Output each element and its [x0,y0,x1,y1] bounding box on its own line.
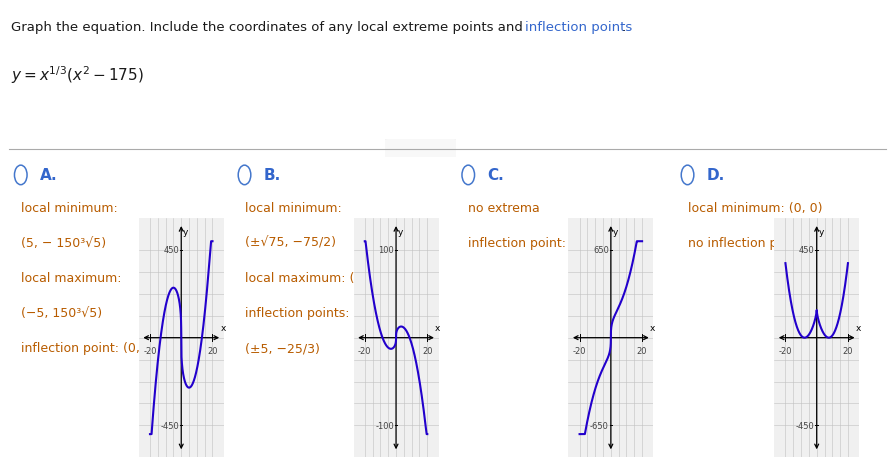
Text: .: . [621,21,626,34]
Text: y: y [818,227,823,236]
Text: local maximum: (0, 0): local maximum: (0, 0) [244,271,383,285]
Text: y: y [612,227,618,236]
Text: local minimum: (0, 0): local minimum: (0, 0) [687,201,821,214]
Text: inflection points:: inflection points: [244,307,349,319]
Text: 20: 20 [207,347,217,356]
Text: -100: -100 [375,421,393,430]
Text: 20: 20 [637,347,646,356]
Text: -450: -450 [160,421,179,430]
Text: -20: -20 [572,347,586,356]
Text: inflection points: inflection points [525,21,632,34]
Text: B.: B. [263,168,280,183]
Text: $y = x^{1/3}(x^2 - 175)$: $y = x^{1/3}(x^2 - 175)$ [11,64,143,86]
Text: -20: -20 [143,347,156,356]
Text: (±√75, −75/2): (±√75, −75/2) [244,237,335,249]
Text: A.: A. [39,168,57,183]
Text: 20: 20 [422,347,432,356]
Text: no inflection points: no inflection points [687,237,806,249]
Text: no extrema: no extrema [468,201,539,214]
Text: C.: C. [486,168,503,183]
Text: x: x [855,323,860,332]
Text: 450: 450 [798,246,814,255]
Text: (5, − 150³√5): (5, − 150³√5) [21,237,105,249]
Text: -20: -20 [358,347,371,356]
Text: x: x [649,323,654,332]
Text: 650: 650 [593,246,608,255]
Text: 100: 100 [378,246,393,255]
Text: local minimum:: local minimum: [244,201,341,214]
Text: •••: ••• [411,144,429,154]
Text: (−5, 150³√5): (−5, 150³√5) [21,307,102,319]
Text: y: y [183,227,189,236]
Text: 450: 450 [164,246,179,255]
Text: 20: 20 [842,347,852,356]
Text: inflection point: (0, 0): inflection point: (0, 0) [468,237,603,249]
Text: x: x [434,323,440,332]
Text: Graph the equation. Include the coordinates of any local extreme points and: Graph the equation. Include the coordina… [11,21,527,34]
Text: local minimum:: local minimum: [21,201,117,214]
Text: D.: D. [705,168,723,183]
Text: -650: -650 [589,421,608,430]
Text: -20: -20 [778,347,791,356]
Text: (±5, −25/3): (±5, −25/3) [244,342,319,355]
Text: inflection point: (0, 0): inflection point: (0, 0) [21,342,156,355]
Text: y: y [398,227,403,236]
FancyBboxPatch shape [377,139,463,159]
Text: x: x [220,323,225,332]
Text: local maximum:: local maximum: [21,271,121,285]
Text: -450: -450 [795,421,814,430]
